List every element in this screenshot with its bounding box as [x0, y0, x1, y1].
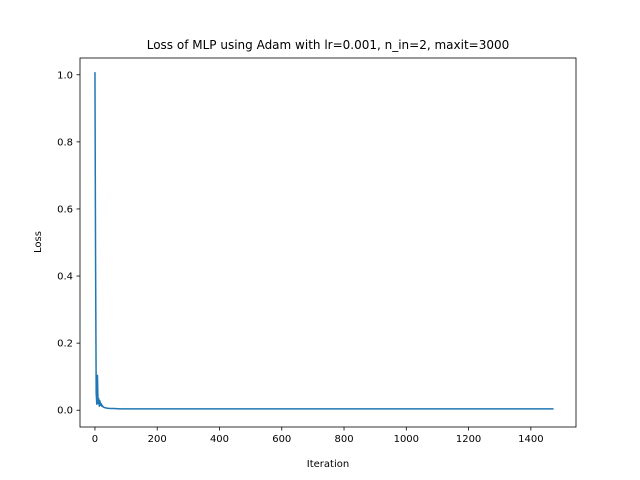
y-tick-label: 1.0	[57, 70, 73, 81]
y-tick-label: 0.8	[57, 137, 73, 148]
x-tick-label: 0	[92, 434, 98, 445]
axes-frame	[79, 57, 577, 428]
plot-area: 0 200 400 600 800 1000 1200 1400 0.0 0.2 0.4 0.6 0.8…	[57, 70, 554, 445]
chart-title: Loss of MLP using Adam with lr=0.001, n_…	[147, 38, 510, 52]
x-tick-label: 200	[148, 434, 167, 445]
loss-series-line	[94, 72, 554, 410]
y-tick-label: 0.0	[57, 406, 73, 417]
x-tick-label: 600	[272, 434, 291, 445]
x-tick-label: 1200	[456, 434, 481, 445]
y-tick-label: 0.2	[57, 339, 73, 350]
y-tick-label: 0.4	[57, 272, 73, 283]
x-tick-label: 400	[210, 434, 229, 445]
x-tick-label: 800	[334, 434, 353, 445]
x-tick-label: 1400	[518, 434, 543, 445]
x-tick-label: 1000	[394, 434, 419, 445]
y-axis-label: Loss	[33, 231, 44, 253]
x-axis-label: Iteration	[307, 459, 349, 470]
y-tick-label: 0.6	[57, 204, 73, 215]
